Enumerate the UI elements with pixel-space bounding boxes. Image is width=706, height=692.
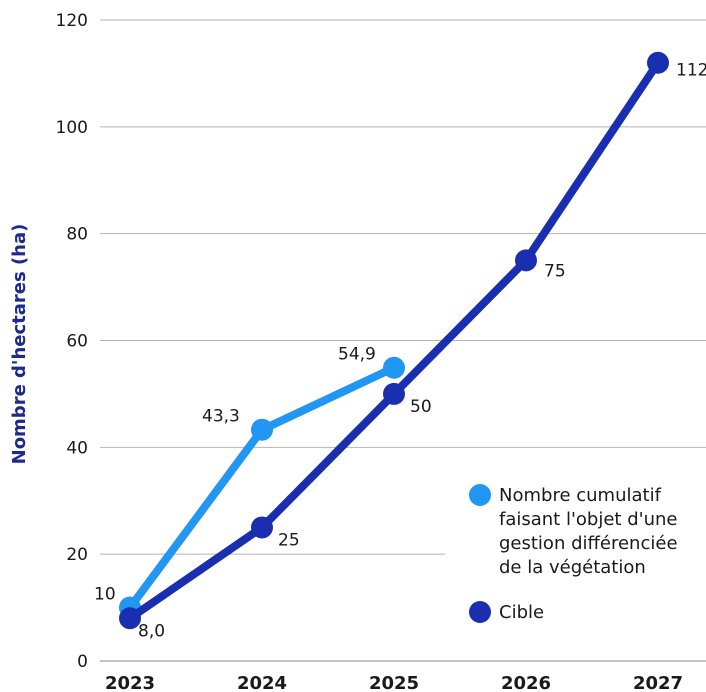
data-label-0-1: 43,3	[202, 407, 240, 427]
legend-label-0: de la végétation	[499, 557, 646, 578]
data-label-1-4: 112	[676, 61, 706, 81]
legend-marker-1	[469, 601, 491, 623]
series-lines	[119, 51, 669, 630]
y-axis-label: Nombre d'hectares (ha)	[9, 224, 30, 465]
data-point-1-3	[515, 249, 537, 272]
y-tick-label: 120	[56, 11, 88, 31]
data-label-1-1: 25	[278, 530, 300, 550]
data-label-1-2: 50	[410, 397, 432, 417]
legend-label-0: faisant l'objet d'une	[499, 509, 677, 530]
x-tick-label: 2024	[237, 673, 287, 692]
legend-label-0: gestion différenciée	[499, 533, 678, 554]
y-tick-label: 0	[77, 652, 88, 672]
data-label-1-0: 8,0	[138, 621, 165, 641]
y-tick-label: 60	[66, 332, 88, 352]
data-label-0-0: 10	[94, 585, 116, 605]
legend-label-1: Cible	[499, 602, 544, 623]
data-point-1-4	[647, 51, 669, 74]
data-label-0-2: 54,9	[338, 345, 376, 365]
x-tick-label: 2027	[633, 673, 683, 692]
legend-label-0: Nombre cumulatif	[499, 485, 662, 506]
x-tick-label: 2023	[105, 673, 155, 692]
data-point-1-1	[251, 516, 273, 539]
y-tick-label: 40	[66, 438, 88, 458]
data-point-0-2	[383, 356, 405, 379]
y-axis-ticks: 0 20 40 60 80 100 120	[56, 11, 88, 672]
data-point-1-2	[383, 382, 405, 405]
y-tick-label: 80	[66, 225, 88, 245]
gridlines	[100, 19, 706, 662]
legend: Nombre cumulatif faisant l'objet d'une ges…	[469, 484, 678, 623]
series-line-0	[126, 363, 398, 612]
data-label-1-3: 75	[544, 261, 566, 281]
y-tick-label: 100	[56, 118, 88, 138]
data-point-1-0	[119, 607, 141, 630]
legend-marker-0	[469, 484, 491, 506]
x-axis-ticks: 2023 2024 2025 2026 2027	[105, 673, 683, 692]
x-tick-label: 2026	[501, 673, 551, 692]
data-point-0-1	[251, 418, 273, 441]
x-tick-label: 2025	[369, 673, 419, 692]
data-labels: 10 43,3 54,9 8,0 25 50 75 112	[94, 61, 706, 642]
y-tick-label: 20	[66, 545, 88, 565]
